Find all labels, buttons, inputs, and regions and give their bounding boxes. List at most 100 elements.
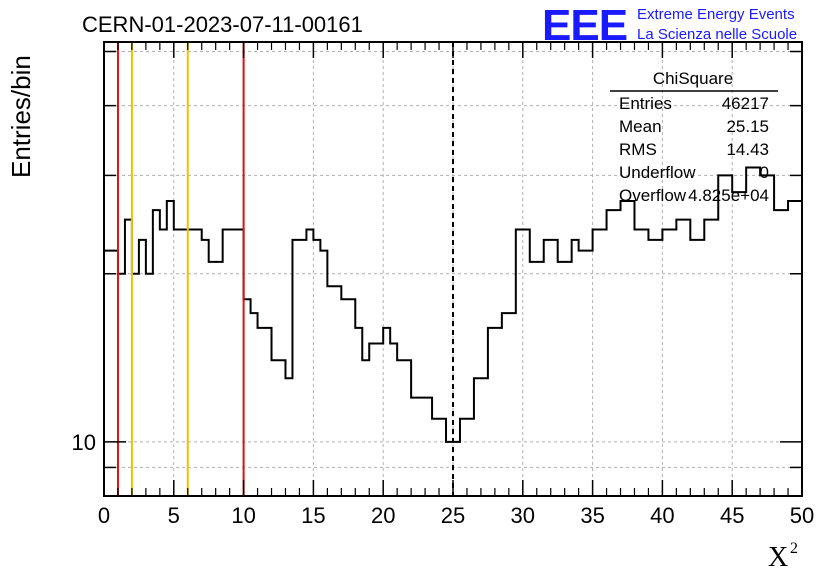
histogram-bin: [495, 328, 502, 496]
histogram-bin: [753, 167, 760, 496]
histogram-bin: [104, 251, 111, 496]
histogram-bin: [481, 378, 488, 496]
x-tick-label: 15: [301, 503, 325, 528]
histogram-bin: [160, 230, 167, 496]
run-title: CERN-01-2023-07-11-00161: [82, 12, 363, 37]
histogram-bin: [593, 230, 600, 496]
histogram-bin: [760, 175, 767, 496]
histogram-bin: [516, 230, 523, 496]
histogram-bin: [223, 230, 230, 496]
histogram-bin: [334, 286, 341, 496]
histogram-bin: [369, 344, 376, 496]
histogram-bin: [704, 220, 711, 496]
x-tick-labels: 0 5 10 15 20 25 30 35 40 45 50: [98, 503, 814, 528]
histogram-bin: [767, 175, 774, 496]
x-tick-label: 10: [231, 503, 255, 528]
x-tick-label: 0: [98, 503, 110, 528]
histogram-bin: [558, 262, 565, 496]
histogram-bin: [641, 230, 648, 496]
histogram-bin: [453, 442, 460, 496]
stats-value: 46217: [722, 94, 769, 113]
histogram-bin: [244, 299, 251, 496]
histogram-bin: [467, 419, 474, 496]
histogram-bin: [739, 192, 746, 496]
histogram-bin: [411, 398, 418, 496]
histogram-bin: [258, 328, 265, 496]
histogram-bin: [655, 240, 662, 496]
histogram-bin: [732, 192, 739, 496]
x-axis-label: X: [768, 542, 788, 572]
histogram-bin: [662, 230, 669, 496]
histogram-bin: [195, 230, 202, 496]
histogram-bin: [306, 230, 313, 496]
histogram-bin: [432, 419, 439, 496]
histogram-bin: [718, 175, 725, 496]
histogram-bin: [788, 201, 795, 496]
histogram-bin: [272, 360, 279, 496]
logo-line-1: Extreme Energy Events: [637, 6, 795, 23]
histogram-bin: [285, 378, 292, 496]
histogram-bin: [509, 313, 516, 496]
x-tick-label: 45: [720, 503, 744, 528]
histogram-bin: [781, 210, 788, 496]
histogram-bin: [614, 210, 621, 496]
histogram-bin: [313, 240, 320, 496]
histogram-bin: [292, 240, 299, 496]
histogram-bin: [146, 274, 153, 496]
stats-box: ChiSquare Entries 46217 Mean 25.15 RMS 14.43 U…: [610, 69, 778, 205]
histogram-bin: [439, 419, 446, 496]
x-tick-label: 20: [371, 503, 395, 528]
x-tick-label: 30: [511, 503, 535, 528]
histogram-bin: [551, 240, 558, 496]
marker-lines: [116, 42, 454, 496]
stats-title: ChiSquare: [653, 69, 733, 88]
histogram-bin: [572, 240, 579, 496]
histogram-bin: [362, 360, 369, 496]
histogram-bin: [746, 167, 753, 496]
histogram-bin: [237, 230, 244, 496]
histogram-bin: [669, 230, 676, 496]
histogram-bin: [676, 220, 683, 496]
y-tick-labels: 10: [72, 430, 96, 455]
histogram-bin: [174, 230, 181, 496]
histogram-bin: [348, 299, 355, 496]
histogram-bin: [600, 230, 607, 496]
histogram-bin: [390, 344, 397, 496]
histogram-bin: [621, 201, 628, 496]
histogram-bin: [376, 344, 383, 496]
axis-ticks: [103, 42, 803, 497]
histogram-bin: [132, 274, 139, 496]
stats-label: Underflow: [619, 163, 696, 182]
histogram-bin: [425, 398, 432, 496]
histogram-bin: [544, 240, 551, 496]
x-tick-label: 50: [790, 503, 814, 528]
histogram-bin: [725, 175, 732, 496]
histogram-bin: [111, 251, 118, 496]
histogram-bin: [628, 201, 635, 496]
x-tick-label: 5: [168, 503, 180, 528]
histogram-bin: [230, 230, 237, 496]
histogram-bin: [299, 240, 306, 496]
histogram-bin: [474, 378, 481, 496]
histogram-bin: [279, 360, 286, 496]
histogram-bin: [251, 313, 258, 496]
histogram-bin: [383, 328, 390, 496]
y-tick-label: 10: [72, 430, 96, 455]
histogram-bin: [327, 286, 334, 496]
histogram-bin: [397, 360, 404, 496]
histogram-bin: [341, 299, 348, 496]
histogram-bin: [607, 210, 614, 496]
histogram-bin: [774, 210, 781, 496]
histogram-bin: [404, 360, 411, 496]
y-axis-label: Entries/bin: [6, 55, 36, 178]
histogram-bin: [579, 251, 586, 496]
stats-label: Entries: [619, 94, 672, 113]
histogram-bin: [586, 251, 593, 496]
eee-logo: EEE: [542, 1, 627, 50]
histogram-bin: [537, 262, 544, 496]
histogram-bin: [697, 240, 704, 496]
stats-label: Overflow: [619, 186, 687, 205]
histogram-bin: [530, 262, 537, 496]
stats-value: 4.825e+04: [688, 186, 769, 205]
histogram-bin: [153, 210, 160, 496]
